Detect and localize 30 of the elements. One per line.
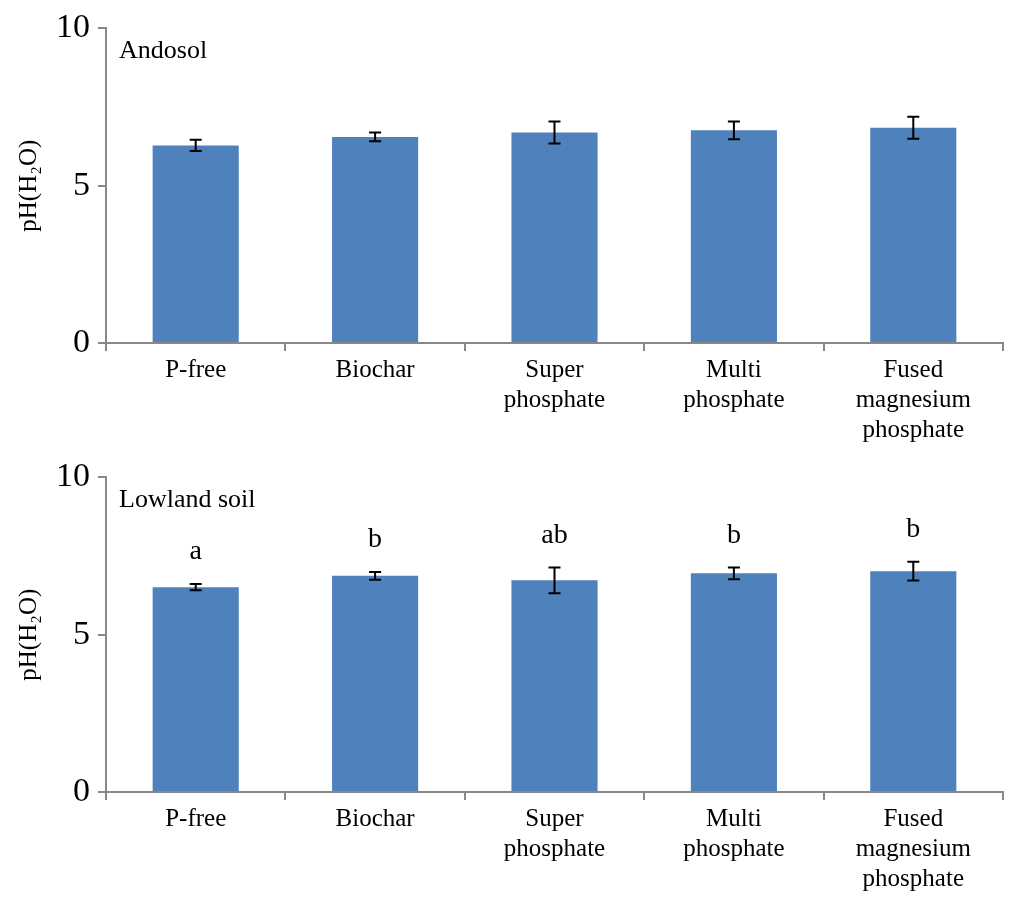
y-tick-label: 5 [73, 164, 90, 202]
x-tick-label: Multi phosphate [683, 803, 785, 861]
x-tick-label: Super phosphate [503, 354, 606, 412]
y-tick-label: 0 [73, 770, 90, 808]
x-tick-label: Multi phosphate [683, 354, 785, 412]
y-tick-label: 10 [56, 7, 90, 45]
bar [870, 127, 957, 342]
x-tick-label: P-free [165, 354, 227, 382]
x-tick-label: Biochar [335, 803, 416, 831]
chart-title: Andosol [119, 35, 208, 65]
bar [690, 130, 777, 342]
annotation: b [906, 512, 921, 544]
annotation: b [726, 517, 741, 549]
x-tick-label: P-free [165, 803, 227, 831]
x-tick-label: Biochar [335, 354, 416, 382]
bar [511, 132, 598, 342]
annotation: b [368, 522, 383, 554]
annotation: a [189, 534, 203, 566]
y-tick-label: 10 [56, 456, 90, 494]
chart-title: Lowland soil [119, 484, 256, 514]
x-tick-label: Fused magnesium phosphate [855, 803, 972, 891]
x-tick-label: Fused magnesium phosphate [855, 354, 972, 442]
x-tick-label: Super phosphate [503, 803, 606, 861]
bar [332, 136, 419, 342]
annotation: ab [541, 517, 568, 549]
y-axis-title: pH(H₂O) [13, 588, 42, 681]
y-tick-label: 5 [73, 613, 90, 651]
y-tick-label: 0 [73, 321, 90, 359]
y-axis-title: pH(H₂O) [13, 139, 42, 232]
bar [152, 145, 239, 342]
